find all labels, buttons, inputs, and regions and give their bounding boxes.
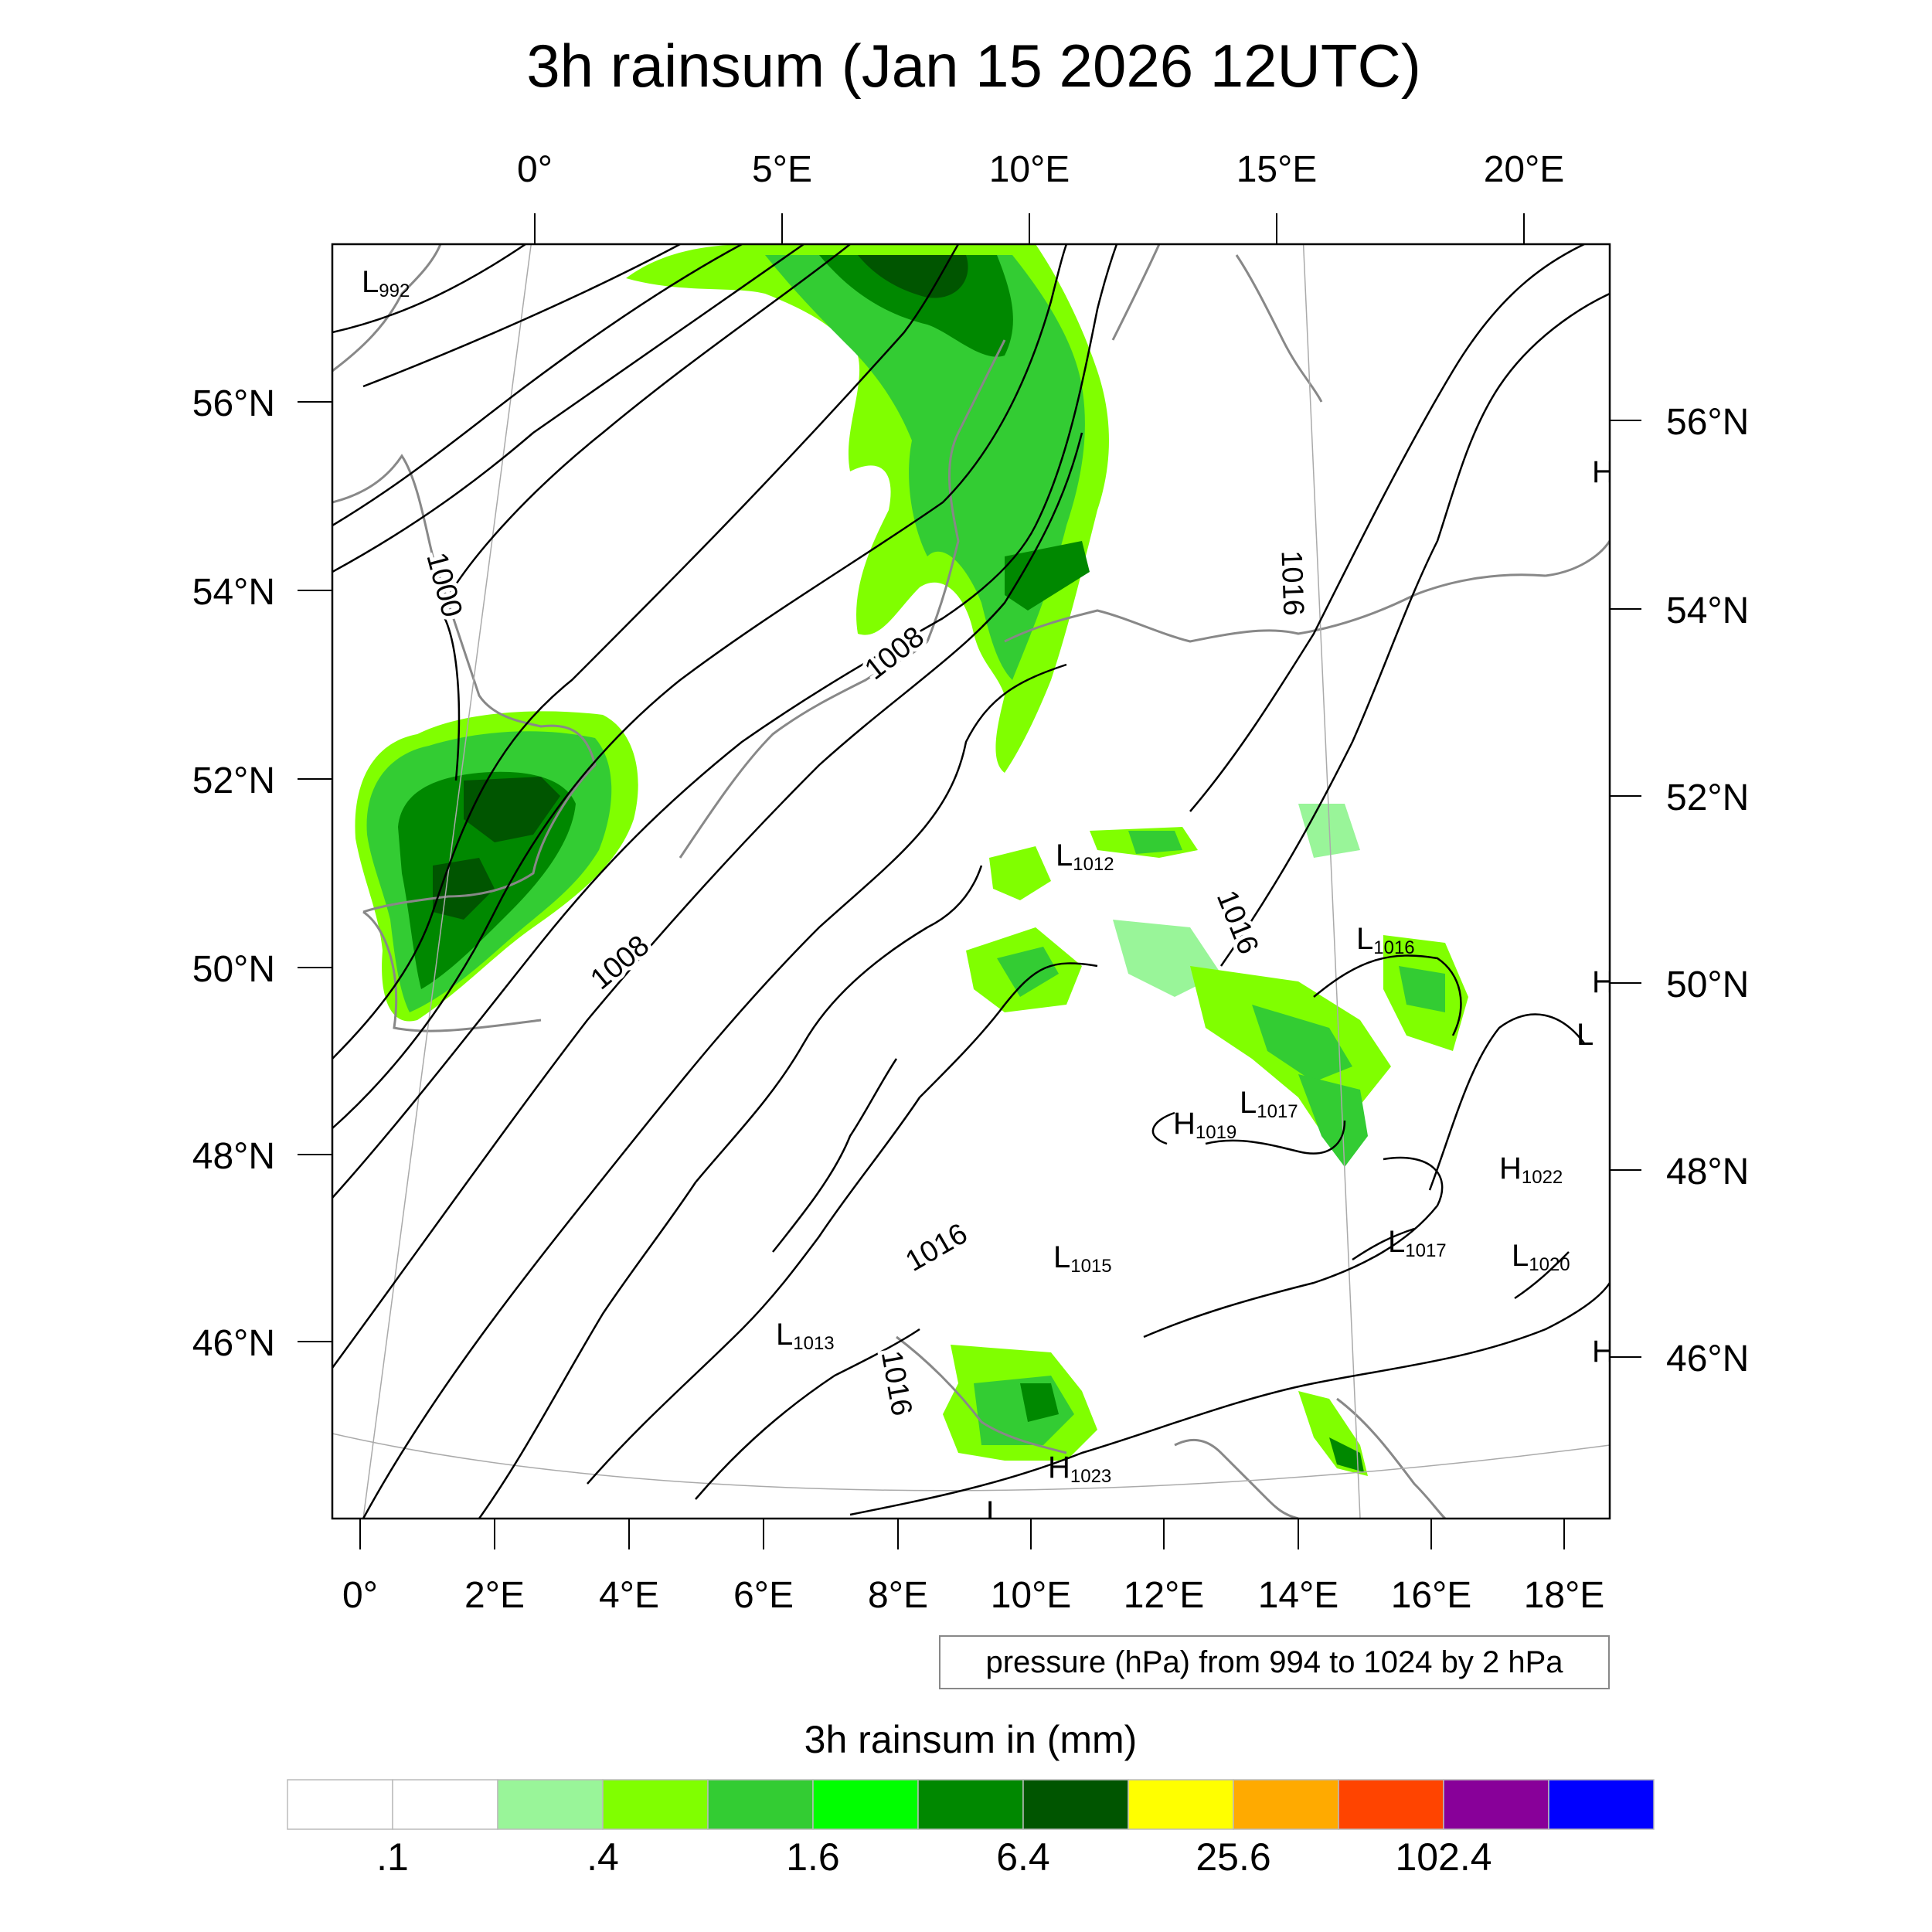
left-axis <box>298 401 332 1342</box>
pressure-center: L1020 <box>1512 1239 1570 1275</box>
colorbar: 3h rainsum in (mm) .1 .4 1.6 6.4 25.6 10… <box>287 1718 1655 1879</box>
pressure-center: H1019 <box>1173 1107 1236 1143</box>
pressure-center: L1015 <box>1053 1240 1112 1277</box>
left-lat-label: 54°N <box>192 572 275 613</box>
colorbar-box <box>287 1779 393 1830</box>
pressure-center: H <box>1592 965 1614 999</box>
colorbar-label: 102.4 <box>1395 1835 1492 1879</box>
bottom-lon-label: 10°E <box>991 1575 1072 1616</box>
right-axis <box>1610 420 1641 1358</box>
pressure-center: H <box>1592 455 1614 489</box>
isobar-label: 1016 <box>1210 886 1265 958</box>
pressure-center: H <box>1592 1335 1614 1369</box>
colorbar-box <box>812 1779 919 1830</box>
coastlines <box>332 244 1610 1519</box>
map-title: 3h rainsum (Jan 15 2026 12UTC) <box>526 32 1421 100</box>
colorbar-box <box>497 1779 604 1830</box>
left-lat-label: 56°N <box>192 383 275 424</box>
bottom-lon-label: 12°E <box>1124 1575 1205 1616</box>
top-lon-label: 20°E <box>1484 149 1565 190</box>
right-lat-label: 46°N <box>1666 1338 1749 1379</box>
colorbar-box <box>1128 1779 1234 1830</box>
left-lat-label: 52°N <box>192 760 275 801</box>
bottom-lon-label: 4°E <box>599 1575 659 1616</box>
colorbar-box <box>392 1779 498 1830</box>
bottom-lon-label: 16°E <box>1391 1575 1472 1616</box>
colorbar-title: 3h rainsum in (mm) <box>804 1718 1138 1761</box>
pressure-center: L1016 <box>1356 922 1415 958</box>
map-area: 1000 1008 1008 1016 1016 1016 1016 L992 … <box>332 244 1614 1529</box>
colorbar-box <box>1548 1779 1655 1830</box>
colorbar-box <box>1338 1779 1444 1830</box>
pressure-center: L1017 <box>1240 1086 1298 1122</box>
pressure-center: H1022 <box>1499 1151 1563 1188</box>
pressure-center: L <box>1577 1018 1594 1052</box>
colorbar-box <box>917 1779 1024 1830</box>
pressure-center: H1023 <box>1048 1451 1111 1487</box>
pressure-center: L1017 <box>1388 1225 1447 1261</box>
isobar-label: 1008 <box>584 930 655 997</box>
right-lat-label: 50°N <box>1666 964 1749 1005</box>
top-lon-label: 15°E <box>1236 149 1318 190</box>
right-lat-label: 52°N <box>1666 777 1749 818</box>
colorbar-label: 1.6 <box>786 1835 840 1879</box>
left-lat-label: 48°N <box>192 1136 275 1177</box>
left-lat-label: 50°N <box>192 949 275 990</box>
pressure-note: pressure (hPa) from 994 to 1024 by 2 hPa <box>939 1635 1610 1689</box>
precipitation-field <box>355 244 1468 1476</box>
top-lon-label: 10°E <box>989 149 1070 190</box>
pressure-center: L1013 <box>776 1318 835 1354</box>
colorbar-box <box>707 1779 814 1830</box>
right-lat-label: 54°N <box>1666 590 1749 631</box>
top-axis <box>534 213 1525 244</box>
bottom-lon-label: 0° <box>342 1575 378 1616</box>
bottom-axis <box>359 1519 1565 1549</box>
isobar-label: 1016 <box>1275 550 1310 617</box>
right-lat-label: 56°N <box>1666 402 1749 443</box>
bottom-lon-label: 6°E <box>733 1575 794 1616</box>
pressure-center: L1012 <box>1056 838 1114 875</box>
colorbar-label: .1 <box>376 1835 409 1879</box>
right-lat-label: 48°N <box>1666 1151 1749 1192</box>
colorbar-label: 6.4 <box>996 1835 1050 1879</box>
bottom-lon-label: 2°E <box>464 1575 525 1616</box>
colorbar-box <box>602 1779 709 1830</box>
top-lon-label: 0° <box>517 149 553 190</box>
top-lon-label: 5°E <box>752 149 812 190</box>
colorbar-label: 25.6 <box>1196 1835 1270 1879</box>
colorbar-box <box>1233 1779 1339 1830</box>
bottom-lon-label: 18°E <box>1524 1575 1605 1616</box>
pressure-center: L992 <box>362 265 410 301</box>
colorbar-box <box>1443 1779 1549 1830</box>
pressure-note-text: pressure (hPa) from 994 to 1024 by 2 hPa <box>985 1645 1563 1679</box>
bottom-lon-label: 8°E <box>868 1575 928 1616</box>
colorbar-box <box>1022 1779 1129 1830</box>
left-lat-label: 46°N <box>192 1323 275 1364</box>
isobars <box>332 244 1610 1519</box>
colorbar-label: .4 <box>587 1835 619 1879</box>
pressure-centers: L992 L1012 L1016 L1017 H1019 H1022 L1017… <box>362 265 1614 1529</box>
isobar-label: 1016 <box>875 1349 918 1419</box>
pressure-center: L <box>986 1495 1003 1529</box>
bottom-lon-label: 14°E <box>1258 1575 1339 1616</box>
isobar-label: 1016 <box>900 1217 973 1278</box>
isobar-label: 1000 <box>420 549 468 621</box>
map-frame <box>331 243 1611 1520</box>
